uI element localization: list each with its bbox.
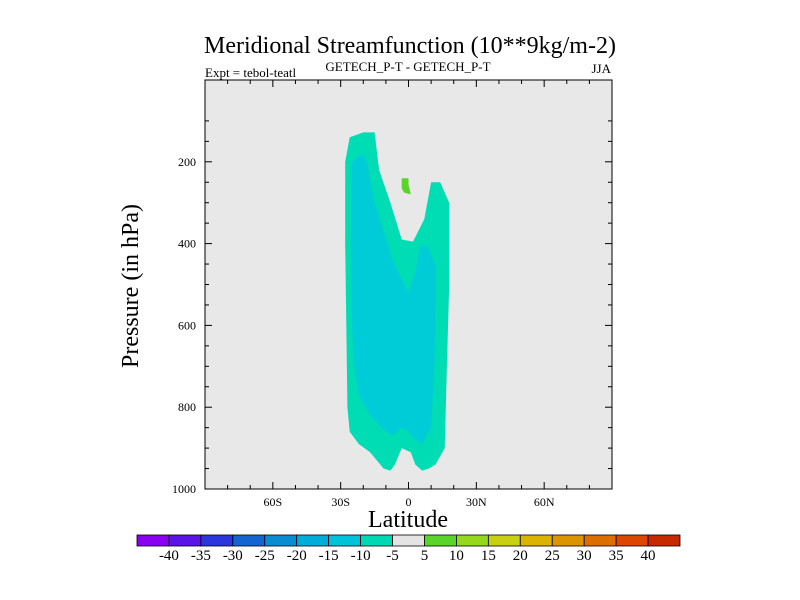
colorbar-label: -35 — [191, 548, 211, 564]
colorbar-label: -40 — [159, 548, 179, 564]
colorbar-box — [647, 534, 681, 547]
colorbar-box — [551, 534, 585, 547]
colorbar-box — [168, 534, 202, 547]
contour-fills — [345, 132, 450, 471]
contour-region-1 — [350, 153, 436, 444]
x-axis-label: Latitude — [368, 507, 448, 533]
x-tick-label: 60N — [534, 495, 555, 509]
colorbar-box — [487, 534, 521, 547]
colorbar-box — [519, 534, 553, 547]
colorbar-box — [583, 534, 617, 547]
model-comparison-label: GETECH_P-T - GETECH_P-T — [325, 59, 490, 74]
x-tick-label: 30N — [466, 495, 487, 509]
x-tick-label: 0 — [406, 495, 412, 509]
y-tick-label: 800 — [178, 400, 196, 414]
colorbar-label: 20 — [513, 548, 528, 564]
colorbar-label: -15 — [319, 548, 339, 564]
colorbar-label: -20 — [287, 548, 307, 564]
x-tick-label: 60S — [263, 495, 282, 509]
colorbar-box — [392, 534, 425, 547]
colorbar-label: 40 — [641, 548, 656, 564]
colorbar-label: -30 — [223, 548, 243, 564]
colorbar-box — [615, 534, 649, 547]
colorbar-box — [232, 534, 266, 547]
y-tick-label: 1000 — [172, 482, 196, 496]
colorbar-label: 35 — [609, 548, 624, 564]
colorbar-label: 5 — [421, 548, 429, 564]
colorbar-label: 10 — [449, 548, 464, 564]
x-tick-label: 30S — [331, 495, 350, 509]
y-axis-label: Pressure (in hPa) — [118, 204, 144, 368]
colorbar-box — [136, 534, 170, 547]
colorbar-box — [200, 534, 234, 547]
colorbar-label: 25 — [545, 548, 560, 564]
y-tick-label: 400 — [178, 237, 196, 251]
colorbar-box — [424, 534, 457, 547]
colorbar-label: 30 — [577, 548, 592, 564]
chart-title: Meridional Streamfunction (10**9kg/m-2) — [204, 33, 616, 59]
colorbar-label: -25 — [255, 548, 275, 564]
y-tick-label: 200 — [178, 155, 196, 169]
experiment-label: Expt = tebol-teatl — [205, 65, 296, 80]
colorbar-box — [360, 534, 393, 547]
colorbar-box — [328, 534, 361, 547]
colorbar-label: -10 — [351, 548, 371, 564]
colorbar-label: -5 — [386, 548, 399, 564]
season-label: JJA — [591, 61, 611, 76]
axis-ticks: 60S 30S 0 30N 60N 200 400 600 800 1000 — [172, 80, 613, 509]
contour-region-2 — [401, 178, 411, 195]
colorbar: -40 -35 -30 -25 -20 -15 -10 -5 5 10 15 20 25 30 35 40 — [136, 534, 681, 564]
colorbar-box — [264, 534, 298, 547]
colorbar-box — [296, 534, 330, 547]
colorbar-label: 15 — [481, 548, 496, 564]
y-tick-label: 600 — [178, 318, 196, 332]
colorbar-box — [456, 534, 489, 547]
